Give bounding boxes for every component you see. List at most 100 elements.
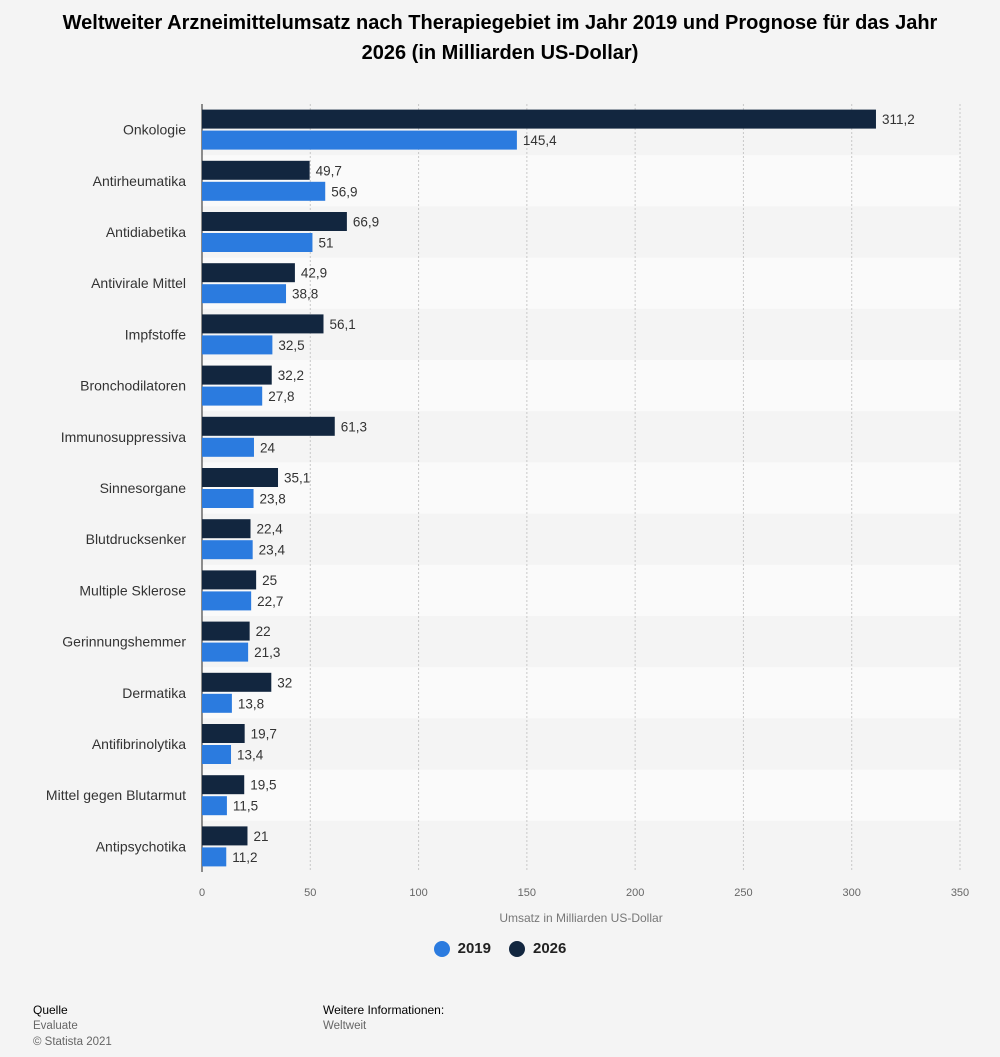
data-label-2019: 24 [260,440,276,455]
legend-swatch-2019 [433,940,450,957]
bar-2019 [202,386,263,406]
bar-2026 [202,621,250,641]
x-axis-title: Umsatz in Milliarden US-Dollar [499,911,662,925]
category-label: Antipsychotika [96,838,186,854]
row-band [202,769,960,821]
bar-2026 [202,775,245,795]
data-label-2026: 21 [253,829,268,844]
info-block: Weitere Informationen: Weltweit [323,1002,444,1034]
data-label-2019: 56,9 [331,184,357,199]
data-label-2026: 311,2 [882,112,915,127]
data-label-2026: 22,4 [257,522,284,537]
category-label: Multiple Sklerose [79,582,186,598]
data-label-2019: 23,4 [259,543,286,558]
bar-2026 [202,468,279,487]
row-band [202,360,960,412]
bar-2026 [202,519,251,539]
bar-2019 [202,642,249,662]
bar-2019 [202,130,517,150]
data-label-2019: 51 [318,236,333,251]
bar-2019 [202,335,273,355]
row-band [202,155,960,207]
bar-2026 [202,672,272,692]
legend: 2019 2026 [0,940,1000,957]
legend-swatch-2026 [509,940,525,957]
data-label-2019: 23,8 [260,492,286,507]
legend-label-2019: 2019 [457,940,491,957]
bar-2019 [202,540,253,560]
bar-2026 [202,160,310,180]
data-label-2026: 56,1 [329,317,355,332]
bar-2019 [202,745,232,764]
bar-2019 [202,796,227,816]
bar-2026 [202,365,272,385]
category-label: Gerinnungshemmer [62,634,186,650]
bar-2019 [202,847,227,867]
row-band [202,564,960,616]
bar-2019 [202,437,254,457]
category-label: Blutdrucksenker [86,531,187,547]
category-label: Antifibrinolytika [92,736,186,752]
info-heading: Weitere Informationen: [323,1003,445,1017]
data-label-2019: 22,7 [257,594,283,609]
x-tick-label: 200 [626,887,644,899]
data-label-2019: 13,8 [238,696,264,711]
data-label-2019: 13,4 [237,748,264,763]
info-text: Weltweit [323,1020,367,1032]
bar-chart: 0 50 100 150 200 250 300 350 Umsatz in Milliarde… [46,104,969,925]
x-tick-label: 100 [409,887,427,899]
data-label-2026: 22 [256,624,271,639]
bar-2026 [202,212,347,231]
x-tick-label: 50 [304,887,316,899]
x-tick-label: 350 [951,887,969,899]
data-label-2026: 32,2 [278,368,304,383]
data-label-2026: 66,9 [353,215,379,230]
bar-2019 [202,489,254,508]
bar-2026 [202,826,248,846]
data-label-2026: 35,1 [284,471,310,486]
bar-2026 [202,263,295,283]
category-label: Impfstoffe [125,326,186,342]
bar-2026 [202,314,324,334]
data-label-2019: 38,8 [292,287,318,302]
data-label-2026: 49,7 [316,163,342,178]
legend-item-2019[interactable]: 2019 [433,940,491,957]
category-label: Antidiabetika [106,224,186,240]
row-band [202,667,960,719]
bar-2019 [202,233,313,252]
data-label-2026: 32 [277,675,292,690]
bar-2026 [202,416,335,436]
data-label-2019: 11,5 [233,799,258,814]
x-tick-label: 250 [734,887,752,899]
source-heading: Quelle [33,1003,68,1017]
legend-label-2026: 2026 [533,940,567,957]
data-label-2026: 42,9 [301,266,327,281]
bar-2026 [202,724,245,743]
bar-2026 [202,109,876,129]
data-label-2026: 25 [262,573,277,588]
row-band [202,462,960,514]
data-label-2026: 61,3 [341,419,367,434]
data-label-2019: 145,4 [523,133,557,148]
category-label: Immunosuppressiva [61,429,186,445]
category-label: Bronchodilatoren [80,378,186,394]
row-band [202,257,960,309]
data-label-2019: 11,2 [232,850,257,865]
data-label-2019: 27,8 [268,389,294,404]
data-label-2026: 19,7 [251,727,277,742]
category-label: Sinnesorgane [100,480,187,496]
legend-item-2026[interactable]: 2026 [509,940,566,957]
data-label-2026: 19,5 [250,778,276,793]
x-tick-label: 300 [843,887,861,899]
source-name: Evaluate [33,1020,78,1032]
bar-2019 [202,181,326,201]
copyright: © Statista 2021 [33,1036,112,1048]
data-label-2019: 32,5 [278,338,304,353]
bar-2026 [202,570,257,590]
chart-title: Weltweiter Arzneimittelumsatz nach Thera… [62,12,938,64]
category-label: Mittel gegen Blutarmut [46,787,186,803]
x-tick-label: 0 [199,887,205,899]
bar-2019 [202,284,287,304]
category-label: Onkologie [123,122,186,138]
data-label-2019: 21,3 [254,645,280,660]
